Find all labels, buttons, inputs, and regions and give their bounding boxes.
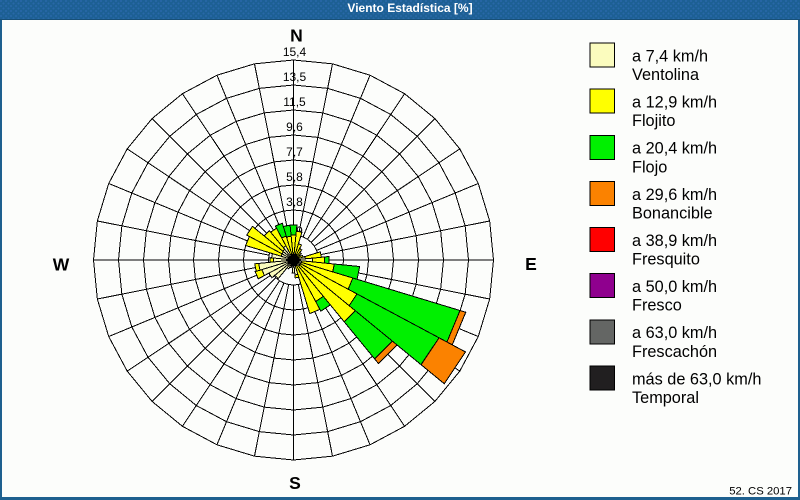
svg-text:Flojito: Flojito xyxy=(632,112,675,130)
svg-text:11,5: 11,5 xyxy=(283,95,306,109)
svg-text:Bonancible: Bonancible xyxy=(632,204,713,222)
svg-text:a 50,0 km/h: a 50,0 km/h xyxy=(632,278,717,296)
svg-text:a 29,6 km/h: a 29,6 km/h xyxy=(632,186,717,204)
svg-text:S: S xyxy=(289,473,301,493)
svg-text:más de 63,0 km/h: más de 63,0 km/h xyxy=(632,370,761,388)
svg-text:3,8: 3,8 xyxy=(286,195,303,209)
svg-text:7,7: 7,7 xyxy=(286,145,303,159)
svg-text:9,6: 9,6 xyxy=(286,120,303,134)
svg-text:W: W xyxy=(53,255,70,275)
svg-text:15,4: 15,4 xyxy=(283,45,307,59)
svg-text:a 63,0 km/h: a 63,0 km/h xyxy=(632,324,717,342)
svg-text:a 7,4 km/h: a 7,4 km/h xyxy=(632,47,708,65)
svg-text:E: E xyxy=(525,254,537,274)
svg-text:Fresquito: Fresquito xyxy=(632,251,700,269)
svg-text:Fresco: Fresco xyxy=(632,297,682,315)
svg-text:Flojo: Flojo xyxy=(632,158,667,176)
svg-text:Frescachón: Frescachón xyxy=(632,343,717,361)
svg-text:a 38,9 km/h: a 38,9 km/h xyxy=(632,232,717,250)
svg-text:13,5: 13,5 xyxy=(283,70,307,84)
svg-text:a 12,9 km/h: a 12,9 km/h xyxy=(632,94,717,112)
svg-text:5,8: 5,8 xyxy=(286,170,303,184)
svg-text:52. CS 2017: 52. CS 2017 xyxy=(729,486,792,498)
svg-text:Ventolina: Ventolina xyxy=(632,66,700,84)
svg-text:N: N xyxy=(290,26,303,46)
svg-text:Temporal: Temporal xyxy=(632,389,699,407)
svg-text:a 20,4 km/h: a 20,4 km/h xyxy=(632,140,717,158)
